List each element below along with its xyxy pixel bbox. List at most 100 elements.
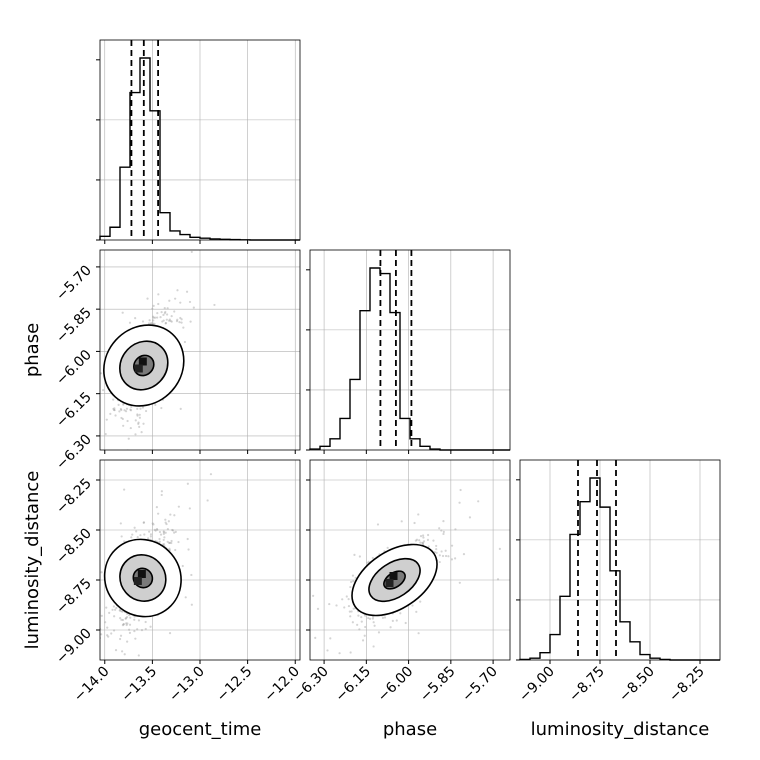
sample-point [386,546,389,549]
sample-point [170,541,173,545]
sample-point [158,530,162,534]
sample-point [432,539,435,542]
sample-point [209,473,213,476]
sample-point [366,561,369,564]
sample-point [102,389,105,392]
sample-point [81,673,83,675]
sample-point [213,303,216,307]
sample-point [126,419,129,423]
sample-point [155,527,159,531]
sample-point [154,403,157,406]
sample-point [496,578,500,581]
sample-point [341,598,344,601]
sample-point [414,539,417,542]
sample-point [122,424,125,427]
sample-point [444,549,447,552]
sample-point [121,618,125,622]
sample-point [128,623,132,626]
sample-point [129,426,132,430]
sample-point [121,417,124,421]
sample-point [136,413,139,416]
sample-point [107,455,109,457]
sample-point [120,618,123,621]
sample-point [96,634,98,636]
sample-point [371,617,374,620]
sample-point [158,540,161,543]
sample-point [94,598,96,600]
sample-point [421,541,424,544]
sample-point [185,290,189,293]
sample-point [120,610,123,613]
sample-point [477,500,480,503]
sample-point [159,533,163,536]
histogram-step-luminosity_distance [519,477,720,661]
sample-point [136,628,139,631]
sample-point [152,304,155,307]
sample-point [417,513,420,516]
sample-point [138,425,141,428]
sample-point [140,629,144,632]
sample-point [105,606,108,609]
xlabel-geocent-time: geocent_time [139,719,262,740]
scatter-panel-geocent_time-phase: −6.30−6.15−6.00−5.85−5.70 [53,249,301,473]
sample-point [312,594,315,597]
sample-point [148,530,151,533]
sample-point [170,539,173,543]
tick-label-x-luminosity_distance: −9.00 [516,664,558,706]
sample-point [168,541,172,545]
sample-point [165,318,168,321]
sample-point [153,322,156,325]
sample-point [350,610,353,613]
sample-point [170,315,173,318]
sample-point [164,531,167,534]
sample-point [421,534,425,537]
sample-point [119,464,121,466]
sample-point [180,318,183,321]
sample-point [422,536,425,539]
sample-point [173,531,176,534]
sample-point [356,623,359,626]
sample-point [426,538,430,542]
sample-point [112,407,115,411]
tick-label-y-luminosity_distance: −8.50 [53,526,95,568]
sample-point [175,320,179,323]
sample-point [134,419,137,422]
sample-point [354,576,357,579]
hist-phase-frame [309,249,511,451]
sample-point [187,548,190,551]
sample-point [127,437,130,440]
sample-point [316,607,320,610]
sample-point [314,636,317,639]
sample-point [112,629,116,632]
sample-point [444,554,448,558]
sample-point [364,625,367,629]
sample-point [139,407,142,410]
sample-point [152,523,155,526]
sample-point [179,301,182,304]
sample-point [149,625,152,628]
tick-label-y-luminosity_distance: −9.00 [53,626,95,668]
sample-point [125,407,129,410]
sample-point [119,634,123,637]
sample-point [129,674,131,676]
sample-point [351,574,355,577]
sample-point [100,633,103,636]
sample-point [427,545,430,548]
sample-point [173,310,176,313]
sample-point [95,631,97,633]
sample-point [113,615,116,618]
sample-point [415,538,419,541]
sample-point [120,535,123,538]
sample-point [136,536,139,539]
sample-point [168,299,171,302]
sample-point [389,626,392,629]
sample-point [126,640,129,643]
sample-point [418,539,421,542]
sample-point [454,557,457,560]
sample-point [190,250,193,254]
sample-point [162,538,165,542]
sample-point [417,632,420,635]
sample-point [142,521,145,524]
hist-panel-luminosity_distance: −9.00 −8.75 −8.50 −8.25 [516,459,721,706]
sample-point [129,408,132,411]
